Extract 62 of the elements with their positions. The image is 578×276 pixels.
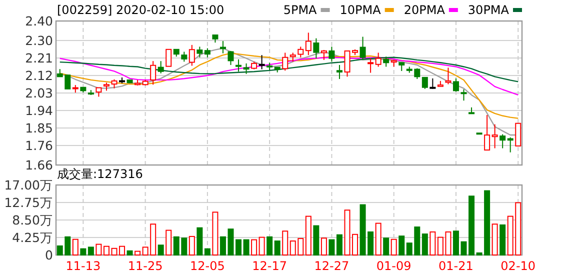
bar xyxy=(126,250,133,256)
bar xyxy=(72,238,78,256)
bar xyxy=(320,238,327,256)
y-tick-label: 17.00万 xyxy=(4,178,53,192)
bar xyxy=(220,236,226,256)
y-tick-label: 1.85 xyxy=(25,120,53,136)
chart-title: 成交量:127316 xyxy=(57,167,143,181)
bar xyxy=(452,230,459,256)
bar xyxy=(390,238,397,256)
x-tick-label: 11-13 xyxy=(66,259,101,273)
bar xyxy=(243,239,250,256)
bar xyxy=(383,238,390,256)
bar xyxy=(188,236,195,256)
bar xyxy=(96,244,102,256)
x-tick-label: 02-10 xyxy=(500,259,536,273)
bar xyxy=(88,246,94,256)
y-tick-label: 1.76 xyxy=(25,138,54,154)
bar xyxy=(212,212,218,256)
y-tick-label: 2.40 xyxy=(25,14,54,28)
bar xyxy=(134,250,141,256)
x-tick-label: 12-27 xyxy=(314,259,350,273)
bar xyxy=(258,236,265,256)
bar xyxy=(196,227,203,256)
bar xyxy=(336,234,342,256)
bar xyxy=(305,216,312,256)
bar xyxy=(266,236,273,256)
bar xyxy=(80,248,86,256)
bar xyxy=(313,225,320,256)
bar xyxy=(282,230,288,256)
bar xyxy=(430,231,436,256)
bar xyxy=(422,234,428,256)
bar xyxy=(158,244,164,256)
x-tick-label: 12-17 xyxy=(252,259,288,273)
bar xyxy=(274,240,280,256)
y-tick-label: 1.66 xyxy=(25,158,54,172)
y-tick-label: 2.30 xyxy=(25,32,54,48)
y-tick-label: 8.50万 xyxy=(12,212,53,228)
bar xyxy=(398,236,405,256)
y-tick-label: 2.03 xyxy=(25,86,53,100)
bar xyxy=(204,248,210,256)
x-tick-label: 12-05 xyxy=(190,259,225,273)
bar xyxy=(500,224,506,256)
y-tick-label: 12.75万 xyxy=(4,195,53,210)
bar xyxy=(251,239,258,256)
y-tick-label: 0 xyxy=(45,248,54,262)
legend-label: 5PMA xyxy=(283,3,318,17)
x-tick-label: 01-09 xyxy=(376,259,412,273)
x-tick-label: 11-25 xyxy=(128,259,163,273)
y-tick-label: 2.21 xyxy=(25,50,53,66)
legend-label: 20PMA xyxy=(404,3,446,17)
y-tick-label: 2.12 xyxy=(25,68,53,83)
bar xyxy=(492,224,498,256)
bar xyxy=(328,239,335,256)
y-tick-label: 4.25万 xyxy=(12,230,53,245)
chart-title: [002259] 2020-02-10 15:00 xyxy=(57,3,224,17)
legend-label: 10PMA xyxy=(340,3,382,17)
bar xyxy=(166,230,172,256)
bar xyxy=(103,246,110,256)
bar xyxy=(375,222,382,256)
x-tick-label: 01-21 xyxy=(438,259,474,273)
legend-label: 30PMA xyxy=(468,3,510,17)
y-tick-label: 1.94 xyxy=(25,103,54,118)
